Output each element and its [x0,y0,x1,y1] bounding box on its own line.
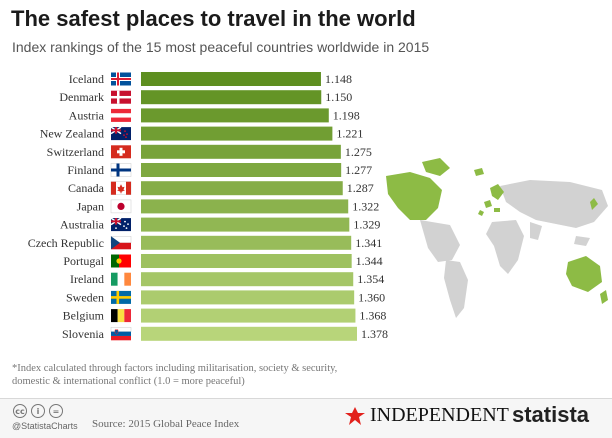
bar-portugal [141,254,352,268]
bar-sweden [141,290,355,305]
value-label-switzerland: 1.275 [345,145,372,159]
cc-license-icon: cc [13,404,27,418]
bar-canada [141,181,343,196]
eagle-icon [345,406,365,425]
iceland-flag-icon [111,72,131,86]
denmark-flag-icon [111,90,131,104]
bar-switzerland [141,144,341,159]
canada-flag-icon [110,181,132,195]
value-label-finland: 1.277 [345,163,372,177]
new-zealand-flag-icon [110,126,131,141]
bar-austria [141,108,329,123]
category-label-iceland: Iceland [69,72,104,86]
category-label-czech-republic: Czech Republic [28,236,104,250]
cc-noderivs-icon: = [49,404,63,418]
value-label-czech-republic: 1.341 [355,236,382,250]
belgium-flag-icon [111,309,131,323]
category-label-ireland: Ireland [70,272,104,286]
independent-wordmark: INDEPENDENT [370,404,509,426]
value-label-iceland: 1.148 [325,72,352,86]
map-highlight [386,158,608,304]
statista-logo: statista [512,402,590,427]
category-label-austria: Austria [69,108,105,122]
chart-title: The safest places to travel in the world [11,6,416,31]
value-label-denmark: 1.150 [325,90,352,104]
category-label-new-zealand: New Zealand [40,127,104,141]
bar-belgium [141,308,356,323]
footer-bar [0,398,612,438]
cc-attribution-icon: i [31,404,45,418]
bar-chart: Iceland 1.148 Denmark 1.150 Austria 1.198 New … [28,72,388,341]
bar-denmark [141,90,322,105]
bar-slovenia [141,326,357,341]
bar-czech-republic [141,235,352,250]
switzerland-flag-icon [111,145,131,159]
value-label-sweden: 1.360 [358,290,385,304]
category-label-belgium: Belgium [63,309,105,323]
category-label-slovenia: Slovenia [62,327,105,341]
source-note: Source: 2015 Global Peace Index [92,418,240,430]
chart-subtitle: Index rankings of the 15 most peaceful c… [12,39,430,55]
value-label-canada: 1.287 [347,181,374,195]
bar-australia [141,217,350,232]
bar-finland [141,163,342,177]
category-label-canada: Canada [68,181,105,195]
category-label-finland: Finland [67,163,104,177]
category-label-switzerland: Switzerland [47,145,104,159]
statista-handle: @StatistaCharts [12,421,78,431]
bar-iceland [141,72,321,86]
world-map [386,158,608,318]
value-label-new-zealand: 1.221 [336,127,363,141]
category-label-sweden: Sweden [66,290,104,304]
category-label-denmark: Denmark [59,90,104,104]
sweden-flag-icon [111,290,131,304]
value-label-austria: 1.198 [333,108,360,122]
ireland-flag-icon [111,272,131,286]
japan-flag-icon [110,199,132,214]
slovenia-flag-icon [110,327,132,341]
value-label-japan: 1.322 [352,199,379,213]
category-label-portugal: Portugal [63,254,104,268]
value-label-belgium: 1.368 [359,309,386,323]
value-label-australia: 1.329 [353,218,380,232]
australia-flag-icon [110,217,131,232]
czech-republic-flag-icon [110,236,132,250]
value-label-ireland: 1.354 [357,272,384,286]
category-label-australia: Australia [60,218,105,232]
category-label-japan: Japan [77,199,104,213]
independent-logo: INDEPENDENT [344,404,509,427]
map-landmass [420,180,608,318]
bar-ireland [141,272,354,287]
portugal-flag-icon [111,254,131,268]
bar-new-zealand [141,126,333,141]
value-label-portugal: 1.344 [356,254,383,268]
footnote: *Index calculated through factors includ… [12,363,338,387]
austria-flag-icon [111,108,131,122]
bar-japan [141,199,349,214]
value-label-slovenia: 1.378 [361,327,388,341]
finland-flag-icon [110,163,132,177]
